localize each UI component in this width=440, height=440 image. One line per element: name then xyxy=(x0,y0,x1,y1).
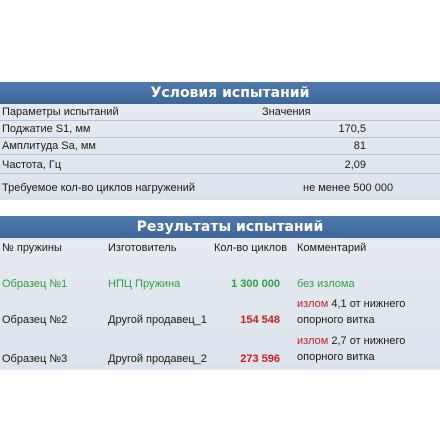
conditions-row-value: 2,09 xyxy=(344,159,366,171)
fracture-label: излом xyxy=(297,335,329,347)
conditions-row: Требуемое кол-во циклов нагружений не ме… xyxy=(0,180,440,196)
conditions-row-label: Амплитуда Sa, мм xyxy=(2,140,96,152)
conditions-table: Параметры испытаний Значения Поджатие S1… xyxy=(0,104,440,200)
sample-cycle-count: 1 300 000 xyxy=(231,278,280,290)
sample-maker: НПЦ Пружина xyxy=(108,278,181,290)
conditions-row-value: 81 xyxy=(353,140,366,152)
conditions-row-label: Частота, Гц xyxy=(2,159,62,171)
sample-comment: без излома xyxy=(297,278,355,290)
conditions-header-param: Параметры испытаний xyxy=(2,106,119,118)
results-title: Результаты испытаний xyxy=(0,216,440,238)
sample-cycle-count: 154 548 xyxy=(240,314,280,326)
sample-number: Образец №1 xyxy=(2,278,68,290)
fracture-detail: 4,1 от нижнего опорного витка xyxy=(297,298,406,326)
results-header-comment: Комментарий xyxy=(297,242,367,254)
results-header-maker: Изготовитель xyxy=(108,242,177,254)
results-header-count: Кол-во циклов xyxy=(214,242,288,254)
fracture-detail: 2,7 от нижнего опорного витка xyxy=(297,335,406,363)
conditions-row: Частота, Гц 2,09 xyxy=(0,157,440,174)
conditions-row-value: не менее 500 000 xyxy=(303,182,394,194)
sample-number: Образец №3 xyxy=(2,353,68,365)
conditions-row: Амплитуда Sa, мм 81 xyxy=(0,138,440,155)
sample-comment: излом 2,7 от нижнего опорного витка xyxy=(297,333,437,365)
conditions-row-label: Поджатие S1, мм xyxy=(2,123,91,135)
conditions-row-value: 170,5 xyxy=(338,123,366,135)
sample-maker: Другой продавец_1 xyxy=(108,314,207,326)
results-row: Образец №2 Другой продавец_1 154 548 изл… xyxy=(0,296,440,330)
sample-comment: излом 4,1 от нижнего опорного витка xyxy=(297,296,437,328)
sample-number: Образец №2 xyxy=(2,314,68,326)
conditions-row: Поджатие S1, мм 170,5 xyxy=(0,121,440,138)
conditions-title: Условия испытаний xyxy=(0,82,440,104)
results-row: Образец №3 Другой продавец_2 273 596 изл… xyxy=(0,333,440,367)
results-header-num: № пружины xyxy=(2,242,62,254)
sample-maker: Другой продавец_2 xyxy=(108,353,207,365)
fracture-label: излом xyxy=(297,298,329,310)
results-table: № пружины Изготовитель Кол-во циклов Ком… xyxy=(0,238,440,370)
results-row: Образец №1 НПЦ Пружина 1 300 000 без изл… xyxy=(0,276,440,292)
conditions-header-value: Значения xyxy=(262,106,311,118)
results-header-row: № пружины Изготовитель Кол-во циклов Ком… xyxy=(0,240,440,256)
conditions-header-row: Параметры испытаний Значения xyxy=(0,104,440,121)
conditions-row-label: Требуемое кол-во циклов нагружений xyxy=(2,182,196,194)
sample-cycle-count: 273 596 xyxy=(240,353,280,365)
